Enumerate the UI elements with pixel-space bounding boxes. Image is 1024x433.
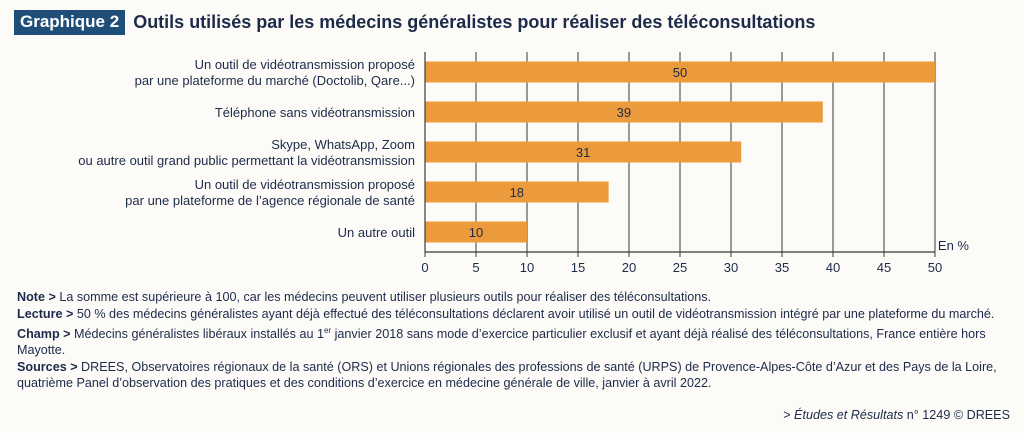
x-tick-label-2: 10 bbox=[520, 260, 534, 275]
x-tick-label-9: 45 bbox=[877, 260, 891, 275]
x-tick-label-10: 50 bbox=[928, 260, 942, 275]
x-tick-label-4: 20 bbox=[622, 260, 636, 275]
bar-value-label-0: 50 bbox=[673, 65, 687, 80]
bar-1 bbox=[425, 101, 823, 123]
chart-header: Graphique 2 Outils utilisés par les méde… bbox=[14, 10, 815, 35]
bar-4 bbox=[425, 221, 527, 243]
source-credit: > Études et Résultats n° 1249 © DREES bbox=[783, 408, 1010, 422]
bar-value-label-1: 39 bbox=[617, 105, 631, 120]
x-tick-label-7: 35 bbox=[775, 260, 789, 275]
chart-title: Outils utilisés par les médecins général… bbox=[133, 12, 816, 32]
figure-badge: Graphique 2 bbox=[14, 10, 126, 35]
sources-paragraph: Sources > DREES, Observatoires régionaux… bbox=[17, 360, 997, 391]
x-tick-label-8: 40 bbox=[826, 260, 840, 275]
notes-block: Note > La somme est supérieure à 100, ca… bbox=[17, 289, 1013, 392]
category-label-2-0: Skype, WhatsApp, Zoom bbox=[271, 137, 415, 152]
x-tick-label-1: 5 bbox=[472, 260, 479, 275]
champ-paragraph: Champ > Médecins généralistes libéraux i… bbox=[17, 326, 986, 358]
x-tick-label-0: 0 bbox=[421, 260, 428, 275]
x-tick-label-6: 30 bbox=[724, 260, 738, 275]
category-label-0-1: par une plateforme du marché (Doctolib, … bbox=[135, 73, 415, 88]
category-label-4-0: Un autre outil bbox=[338, 225, 415, 240]
note-paragraph: Note > La somme est supérieure à 100, ca… bbox=[17, 290, 712, 304]
bar-value-label-3: 18 bbox=[510, 185, 524, 200]
x-tick-label-5: 25 bbox=[673, 260, 687, 275]
bar-0 bbox=[425, 61, 935, 83]
lecture-paragraph: Lecture > 50 % des médecins généralistes… bbox=[17, 307, 995, 321]
category-label-1-0: Téléphone sans vidéotransmission bbox=[215, 105, 415, 120]
unit-label: En % bbox=[938, 238, 970, 253]
bar-2 bbox=[425, 141, 742, 163]
category-label-2-1: ou autre outil grand public permettant l… bbox=[78, 153, 415, 168]
bar-3 bbox=[425, 181, 609, 203]
category-label-0-0: Un outil de vidéotransmission proposé bbox=[195, 57, 415, 72]
category-label-3-0: Un outil de vidéotransmission proposé bbox=[195, 177, 415, 192]
bar-value-label-2: 31 bbox=[576, 145, 590, 160]
category-label-3-1: par une plateforme de l’agence régionale… bbox=[125, 193, 415, 208]
x-tick-label-3: 15 bbox=[571, 260, 585, 275]
bar-value-label-4: 10 bbox=[469, 225, 483, 240]
